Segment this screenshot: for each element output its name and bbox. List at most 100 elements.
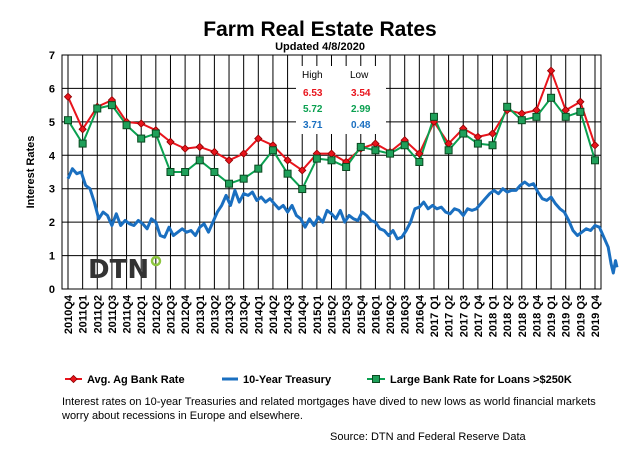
- dtn-logo-dot: [150, 255, 162, 267]
- x-tick-label: 2019 Q3: [575, 295, 587, 337]
- x-tick-label: 2015Q1: [312, 295, 324, 334]
- x-tick-label: 2019 Q4: [590, 294, 602, 337]
- large-bank-point: [93, 104, 102, 113]
- x-tick-label: 2016Q2: [385, 295, 397, 334]
- ag-rate-point: [576, 97, 585, 106]
- large-bank-point: [312, 154, 321, 163]
- y-tick-label: 4: [49, 150, 56, 162]
- x-tick-label: 2011Q4: [122, 294, 134, 333]
- x-tick-label: 2014Q4: [297, 294, 309, 334]
- large-bank-point: [166, 168, 175, 176]
- large-bank-point: [181, 168, 190, 176]
- marker-layer: [63, 66, 600, 194]
- large-bank-point: [210, 168, 219, 176]
- large-bank-point: [342, 162, 351, 171]
- large-bank-point: [151, 129, 160, 138]
- large-bank-point: [254, 164, 263, 173]
- ag-rate-point: [195, 142, 204, 152]
- y-tick-label: 6: [49, 83, 55, 95]
- x-tick-label: 2018 Q3: [517, 295, 529, 337]
- large-bank-point: [195, 156, 204, 165]
- y-tick-label: 3: [49, 184, 55, 196]
- large-bank-point: [107, 101, 116, 110]
- ag-rate-point: [78, 125, 87, 134]
- x-tick-label: 2015Q2: [327, 295, 339, 334]
- ag-rate-point: [488, 129, 497, 138]
- table-low-value: 3.54: [351, 88, 371, 99]
- large-bank-point: [473, 139, 482, 148]
- ag-rate-point: [239, 149, 248, 158]
- x-tick-label: 2013Q4: [239, 294, 251, 334]
- ag-rate-point: [210, 147, 219, 157]
- x-tick-label: 2018 Q4: [531, 294, 543, 337]
- y-tick-label: 7: [49, 50, 55, 62]
- x-tick-label: 2016Q3: [400, 295, 412, 334]
- x-tick-label: 2018 Q1: [488, 295, 500, 337]
- x-tick-label: 2019 Q1: [546, 295, 558, 337]
- ag-rate-point: [63, 92, 73, 101]
- large-bank-point: [298, 185, 307, 194]
- ag-rate-point: [224, 156, 234, 165]
- large-bank-point: [429, 112, 438, 121]
- x-tick-label: 2010Q4: [63, 294, 75, 334]
- large-bank-point: [532, 112, 541, 121]
- series-line: [66, 167, 619, 275]
- x-tick-label: 2017 Q2: [444, 295, 456, 337]
- large-bank-point: [371, 146, 380, 155]
- large-bank-point: [561, 112, 570, 121]
- dtn-logo-text: DTN: [88, 255, 149, 285]
- high-low-table: High Low 6.53 3.54 5.72 2.99 3.71 0.48: [296, 66, 386, 134]
- x-tick-label: 2014Q2: [268, 295, 280, 334]
- legend: Avg. Ag Bank Rate 10-Year Treasury Large B…: [65, 374, 572, 386]
- ag-rate-point: [415, 149, 424, 158]
- ag-rate-point: [166, 137, 175, 147]
- dtn-logo: DTN: [88, 255, 162, 285]
- x-tick-label: 2018 Q2: [502, 295, 514, 337]
- large-bank-point: [268, 146, 277, 155]
- ag-rate-point: [254, 134, 263, 143]
- table-high-value: 3.71: [303, 120, 323, 131]
- table-bg: [296, 66, 386, 134]
- ag-rate-point: [283, 156, 292, 165]
- x-tick-label: 2013Q1: [195, 295, 207, 334]
- y-tick-label: 0: [49, 284, 55, 296]
- table-low-value: 0.48: [351, 120, 371, 131]
- large-bank-point: [356, 142, 365, 151]
- large-bank-point: [576, 107, 585, 116]
- table-high-value: 5.72: [303, 104, 323, 115]
- large-bank-point: [415, 157, 424, 166]
- x-tick-label: 2017 Q4: [473, 294, 485, 337]
- x-tick-label: 2019 Q2: [561, 295, 573, 337]
- ag-rate-point: [180, 144, 190, 153]
- large-bank-point: [283, 169, 292, 178]
- x-tick-label: 2016Q4: [414, 294, 426, 334]
- ag-rate-point: [590, 141, 600, 150]
- table-header-low: Low: [350, 70, 369, 81]
- x-tick-label: 2017 Q3: [458, 295, 470, 337]
- x-tick-label: 2014Q3: [283, 295, 295, 334]
- chart-source: Source: DTN and Federal Reserve Data: [330, 431, 526, 443]
- x-tick-label: 2017 Q1: [429, 295, 441, 337]
- y-axis-label: Interest Rates: [25, 136, 37, 209]
- chart-note: Interest rates on 10-year Treasuries and…: [62, 396, 596, 422]
- x-tick-label: 2013Q2: [209, 295, 221, 334]
- x-tick-label: 2011Q2: [92, 295, 104, 334]
- large-bank-point: [225, 179, 234, 188]
- table-header-high: High: [302, 70, 323, 81]
- y-tick-label: 2: [49, 217, 55, 229]
- table-low-value: 2.99: [351, 104, 371, 115]
- legend-label-large: Large Bank Rate for Loans >$250K: [390, 374, 572, 386]
- x-tick-label: 2015Q4: [356, 294, 368, 334]
- x-tick-label: 2011Q1: [78, 295, 90, 334]
- x-tick-label: 2016Q1: [370, 295, 382, 334]
- large-bank-point: [400, 141, 409, 150]
- chart-title: Farm Real Estate Rates: [203, 18, 437, 41]
- table-high-value: 6.53: [303, 88, 323, 99]
- y-tick-label: 1: [49, 251, 55, 263]
- x-tick-label: 2012Q4: [180, 294, 192, 334]
- large-bank-point: [547, 93, 556, 102]
- ag-rate-point: [546, 66, 556, 75]
- ag-rate-point: [298, 166, 307, 175]
